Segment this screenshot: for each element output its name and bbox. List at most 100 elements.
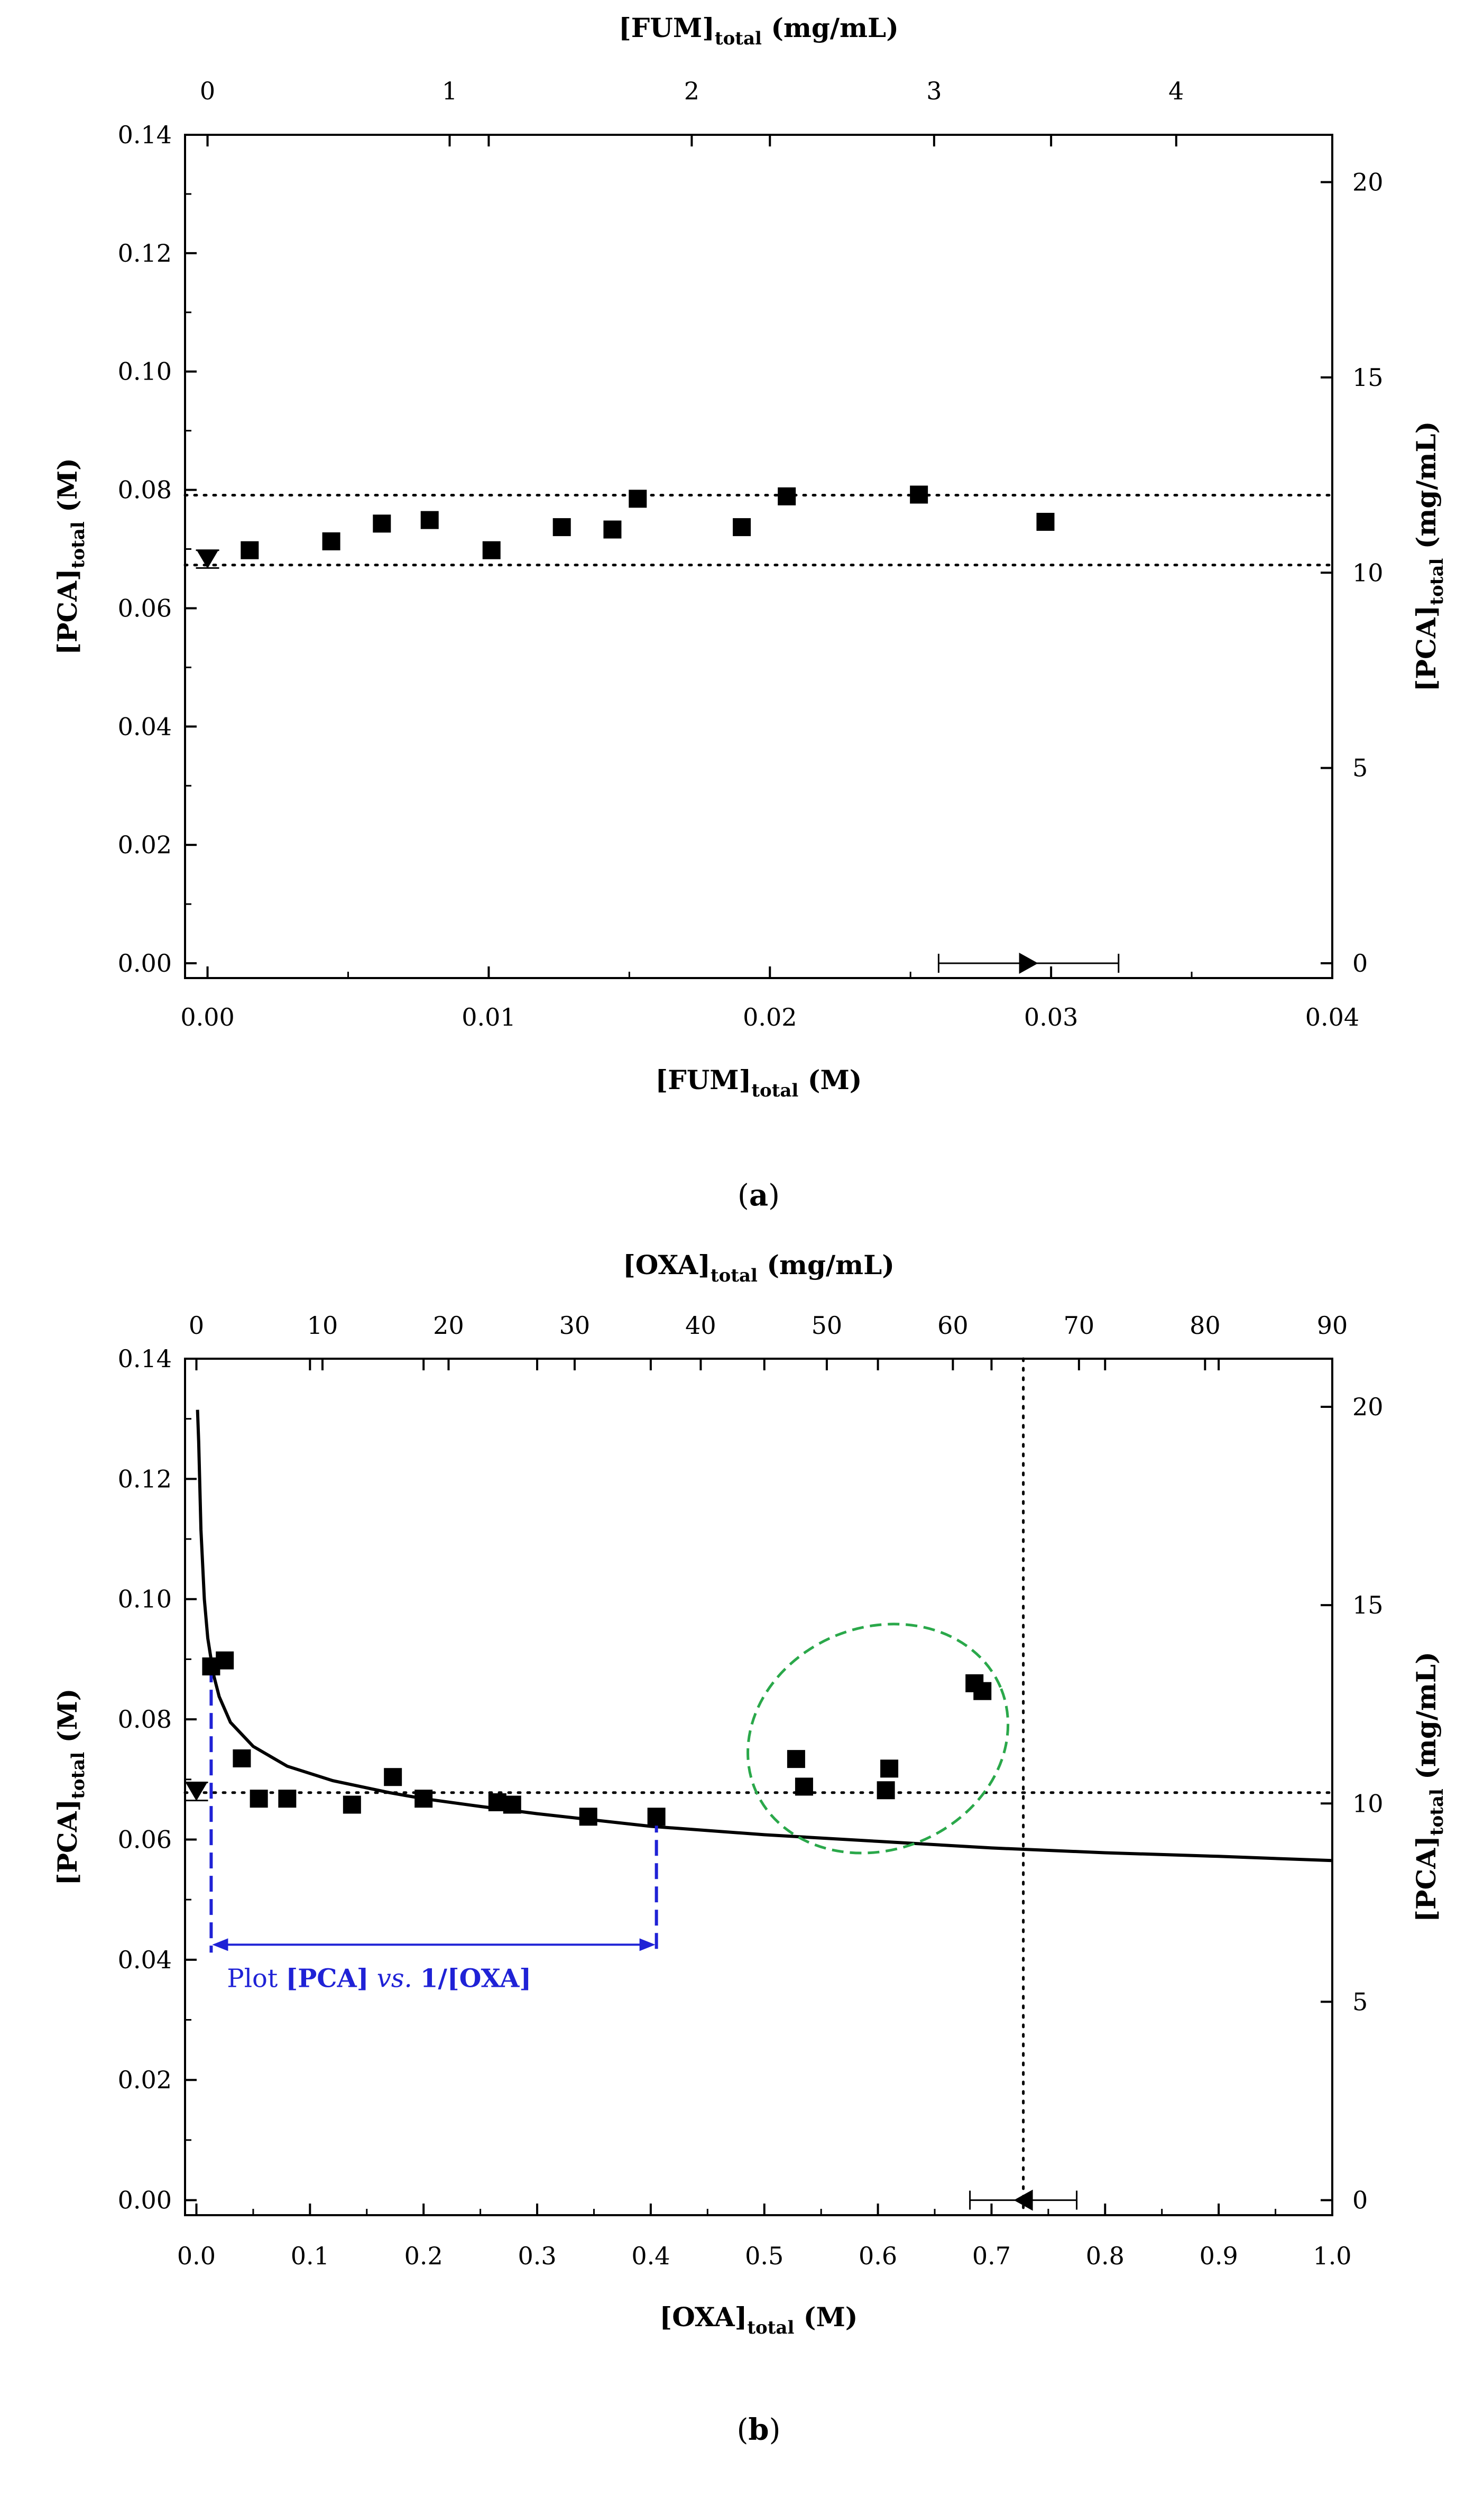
data-point (647, 1808, 666, 1826)
y-tick-label: 0.14 (118, 1344, 172, 1373)
y-tick-label: 0.00 (118, 2186, 172, 2215)
data-point (233, 1749, 251, 1767)
data-point (552, 518, 571, 537)
panel-label-close: ) (768, 1178, 780, 1213)
top-tick-label: 1 (442, 77, 457, 105)
panel-label-open: ( (738, 1178, 749, 1213)
right-tick-label: 10 (1352, 558, 1384, 587)
right-axis-title-sub: total (1426, 558, 1448, 605)
y-tick-label: 0.12 (118, 1464, 172, 1493)
right-tick-label: 0 (1352, 949, 1368, 978)
top-axis-title: [OXA]total (mg/mL) (623, 1249, 895, 1286)
data-point (278, 1790, 297, 1808)
x-axis-title-main: [OXA] (660, 2301, 748, 2333)
data-point (778, 487, 796, 505)
right-axis-title-main: [PCA] (1411, 1836, 1442, 1922)
right-tick-label: 20 (1352, 1393, 1384, 1421)
marker-triangle-down (186, 1783, 207, 1801)
x-tick-label: 0.7 (972, 2242, 1011, 2270)
right-tick-label: 15 (1352, 363, 1384, 392)
y-axis-title: [PCA]total (M) (52, 1689, 89, 1886)
x-tick-label: 0.1 (291, 2242, 329, 2270)
y-tick-label: 0.06 (118, 594, 172, 622)
right-tick-label: 20 (1352, 168, 1384, 197)
marker-triangle-side (1013, 2189, 1033, 2211)
marker-triangle-down (197, 550, 218, 569)
y-tick-label: 0.08 (118, 476, 172, 504)
range-arrow-head-left (212, 1938, 228, 1951)
x-axis-title-unit: (M) (808, 1064, 862, 1095)
right-axis-title: [PCA]total (mg/mL) (1411, 1652, 1448, 1922)
x-axis-title-sub: total (747, 2317, 794, 2338)
top-tick-label: 40 (685, 1311, 716, 1340)
annot-bold1: [PCA] (286, 1964, 369, 1993)
panel-label-letter: b (748, 2412, 769, 2447)
y-axis-title-sub: total (68, 521, 89, 568)
data-point (795, 1777, 813, 1796)
right-tick-label: 5 (1352, 754, 1368, 782)
y-axis-title-sub: total (68, 1752, 89, 1799)
y-tick-label: 0.10 (118, 357, 172, 386)
data-point (629, 490, 647, 508)
panel-label: (a) (738, 1178, 780, 1213)
top-tick-label: 90 (1317, 1311, 1348, 1340)
data-point (373, 514, 391, 533)
panel-label: (b) (737, 2412, 781, 2447)
top-axis-title-main: [FUM] (619, 12, 715, 43)
y-tick-label: 0.04 (118, 1946, 172, 1974)
x-axis-title: [FUM]total (M) (656, 1064, 862, 1101)
x-tick-label: 0.8 (1086, 2242, 1124, 2270)
y-axis-title-main: [PCA] (52, 568, 83, 655)
data-point (384, 1768, 402, 1786)
y-tick-label: 0.08 (118, 1705, 172, 1734)
top-axis-title-unit: (mg/mL) (771, 12, 899, 43)
right-tick-label: 0 (1352, 2186, 1368, 2215)
data-point (241, 541, 259, 559)
data-point (420, 511, 439, 529)
top-tick-label: 30 (559, 1311, 591, 1340)
x-tick-label: 0.03 (1024, 1003, 1078, 1031)
right-tick-label: 5 (1352, 1987, 1368, 2016)
annot-prefix: Plot (227, 1964, 285, 1993)
data-point (880, 1759, 899, 1778)
y-tick-label: 0.02 (118, 831, 172, 859)
panel-label-letter: a (749, 1178, 768, 1213)
x-tick-label: 0.2 (404, 2242, 443, 2270)
y-axis-title-space (52, 512, 83, 521)
x-tick-label: 0.6 (859, 2242, 897, 2270)
marker-triangle-side (1019, 953, 1038, 974)
right-tick-label: 15 (1352, 1591, 1384, 1619)
top-tick-label: 20 (433, 1311, 464, 1340)
top-axis-title-space (758, 1249, 767, 1280)
data-point (414, 1790, 433, 1808)
right-axis-title-sub: total (1426, 1789, 1448, 1836)
chart-panel-b: 0.0 0.1 0.2 0.3 0.4 0.5 0.6 0.7 0.8 0.9 1.0 0.00 0.0… (52, 1249, 1448, 2447)
y-tick-label: 0.10 (118, 1585, 172, 1614)
chart-panel-a: 0.00 0.01 0.02 0.03 0.04 0.00 0.02 0.04 0.06 0.08… (52, 12, 1448, 1213)
panel-label-close: ) (769, 2413, 781, 2447)
data-point (216, 1651, 234, 1670)
right-axis-title-main: [PCA] (1411, 605, 1442, 692)
plot-frame (184, 134, 1333, 979)
right-axis-title-space (1411, 1780, 1442, 1789)
x-axis-title: [OXA]total (M) (660, 2301, 858, 2338)
x-tick-label: 0.3 (518, 2242, 556, 2270)
y-tick-label: 0.06 (118, 1825, 172, 1854)
top-axis-title: [FUM]total (mg/mL) (619, 12, 899, 49)
x-tick-label: 0.4 (631, 2242, 670, 2270)
x-tick-label: 0.01 (462, 1003, 515, 1031)
top-tick-label: 80 (1190, 1311, 1221, 1340)
data-point (910, 485, 928, 504)
fit-curve (196, 1409, 1333, 1863)
top-axis-title-sub: total (711, 1265, 758, 1286)
top-tick-label: 2 (684, 77, 699, 105)
top-tick-label: 3 (926, 77, 942, 105)
x-tick-label: 0.04 (1305, 1003, 1359, 1031)
top-axis-title-main: [OXA] (623, 1249, 711, 1280)
x-tick-label: 0.9 (1200, 2242, 1238, 2270)
right-axis-title-space (1411, 549, 1442, 558)
y-axis-title-space (52, 1743, 83, 1752)
highlight-ellipse (746, 1623, 1010, 1855)
